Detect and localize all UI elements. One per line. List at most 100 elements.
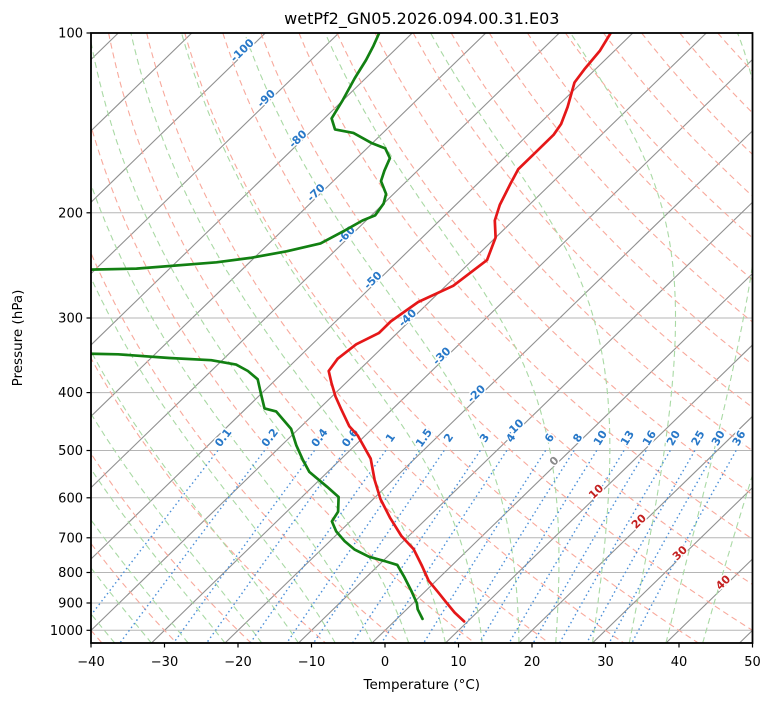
chart-title: wetPf2_GN05.2026.094.00.31.E03 <box>284 9 559 29</box>
x-tick-label: −40 <box>77 655 104 670</box>
moist-adiabat-line <box>324 33 560 643</box>
mixing-ratio-line <box>586 450 696 643</box>
axes-layer: −40 −30 −20 −10 0 10 20 30 40 5010020030040050060… <box>50 27 761 671</box>
isotherm-label: -20 <box>465 382 489 405</box>
y-tick-label: 900 <box>58 597 83 612</box>
mixing-ratio-label: 36 <box>730 428 749 448</box>
mixing-ratio-line <box>119 450 266 643</box>
isotherm-label: -50 <box>361 269 385 292</box>
dry-adiabat-line <box>146 33 625 643</box>
x-tick-label: 30 <box>597 655 614 670</box>
dry-adiabat-line <box>603 33 753 197</box>
moist-adiabat-line <box>665 33 753 643</box>
dry-adiabat-lines <box>91 33 775 643</box>
dry-adiabat-line <box>641 33 753 156</box>
mixing-ratio-label: 10 <box>591 428 610 448</box>
mixing-ratio-lines <box>91 450 737 643</box>
dry-adiabat-line <box>679 33 753 114</box>
dry-adiabat-line <box>450 33 753 366</box>
y-tick-label: 100 <box>58 27 83 42</box>
dewpoint-line <box>91 33 392 271</box>
isotherm-label: 10 <box>586 482 606 502</box>
dry-adiabat-line <box>756 33 775 643</box>
moist-adiabat-line <box>702 473 753 643</box>
isotherm-line <box>91 33 634 560</box>
mixing-ratio-label: 3 <box>477 431 492 445</box>
temperature-curve <box>327 33 613 623</box>
mixing-ratio-label: 0.1 <box>212 426 234 449</box>
dry-adiabat-line <box>374 33 753 452</box>
mixing-ratio-line <box>352 450 481 643</box>
moist-adiabat-line <box>180 33 483 643</box>
isotherm-line <box>151 58 753 643</box>
y-tick-label: 800 <box>58 566 83 581</box>
mixing-ratio-label: 6 <box>542 431 557 445</box>
x-tick-label: 0 <box>381 655 389 670</box>
mixing-ratio-line <box>380 450 508 643</box>
isotherm-label: 40 <box>713 572 733 592</box>
moist-adiabat-line <box>91 468 226 643</box>
x-tick-label: −30 <box>151 655 178 670</box>
mixing-ratio-label: 2 <box>441 431 456 445</box>
mixing-ratio-label: 13 <box>618 428 637 448</box>
dewpoint-line <box>91 352 424 621</box>
y-tick-label: 1000 <box>50 624 83 639</box>
mixing-ratio-line <box>532 450 647 643</box>
dry-adiabat-line <box>717 33 753 73</box>
temperature-line <box>327 33 613 623</box>
mixing-ratio-line <box>559 450 671 643</box>
moist-adiabat-line <box>91 519 189 643</box>
mixing-ratio-label: 1.5 <box>413 426 435 449</box>
moist-adiabat-line <box>570 33 677 643</box>
mixing-ratio-label: 16 <box>640 428 659 448</box>
y-tick-label: 200 <box>58 206 83 221</box>
moist-adiabat-line <box>244 33 520 643</box>
mixing-ratio-label: 1 <box>383 431 398 445</box>
moist-adiabat-line <box>91 412 263 643</box>
dry-adiabat-line <box>91 357 326 643</box>
moist-adiabat-line <box>130 33 447 643</box>
x-tick-label: 50 <box>744 655 761 670</box>
dry-adiabat-line <box>412 33 753 409</box>
dry-adiabat-line <box>260 33 753 586</box>
x-tick-label: 40 <box>671 655 688 670</box>
mixing-ratio-line <box>249 450 387 643</box>
mixing-ratio-line <box>631 450 737 643</box>
mixing-ratio-label: 25 <box>689 428 708 448</box>
moist-adiabat-line <box>430 33 611 643</box>
x-tick-label: −10 <box>298 655 325 670</box>
y-tick-label: 700 <box>58 531 83 546</box>
isotherm-line <box>224 130 753 643</box>
isotherm-lines <box>91 33 753 643</box>
moist-adiabat-line <box>91 39 410 643</box>
x-tick-label: 10 <box>450 655 467 670</box>
dewpoint-curve <box>91 33 424 621</box>
x-tick-label: 20 <box>524 655 541 670</box>
mixing-ratio-line <box>508 450 625 643</box>
isotherm-line <box>91 33 707 632</box>
isotherm-line <box>739 629 753 643</box>
mixing-ratio-line <box>312 450 445 643</box>
moist-adiabat-line <box>91 350 299 643</box>
x-axis-label: Temperature (°C) <box>363 677 481 693</box>
moist-adiabat-lines <box>91 33 753 643</box>
y-axis-label: Pressure (hPa) <box>10 290 26 387</box>
dry-adiabat-line <box>526 33 753 281</box>
mixing-ratio-line <box>172 450 316 643</box>
dry-adiabat-line <box>298 33 753 540</box>
isotherm-line <box>91 33 193 132</box>
isotherm-label: -30 <box>430 344 454 367</box>
mixing-ratio-line <box>423 450 547 643</box>
x-tick-label: −20 <box>224 655 251 670</box>
plot-border <box>90 32 754 644</box>
dry-adiabat-line <box>565 33 753 239</box>
pressure-gridlines <box>91 33 753 631</box>
mixing-ratio-label: 8 <box>570 431 585 444</box>
y-tick-label: 600 <box>58 491 83 506</box>
dry-adiabat-line <box>91 123 476 643</box>
isotherm-line <box>371 272 753 643</box>
dry-adiabat-line <box>91 251 401 643</box>
dry-adiabat-line <box>222 33 753 631</box>
isotherm-label: -80 <box>286 127 310 150</box>
